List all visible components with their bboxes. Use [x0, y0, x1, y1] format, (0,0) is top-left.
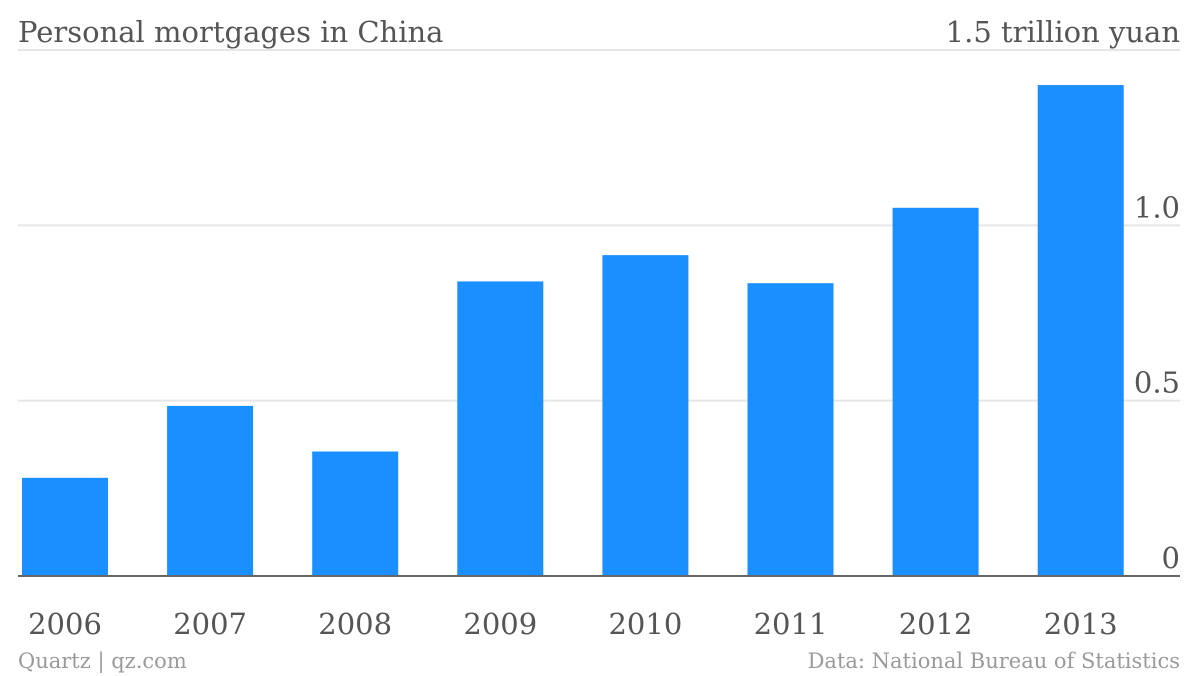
source-left: Quartz | qz.com — [18, 649, 187, 674]
bar-2012 — [892, 207, 979, 577]
bar-2010 — [602, 255, 689, 576]
y-tick-label: 0 — [1162, 541, 1180, 575]
bar-2007 — [167, 405, 254, 576]
bar-2011 — [747, 283, 834, 576]
x-tick-label-2006: 2006 — [28, 607, 102, 641]
x-tick-label-2008: 2008 — [318, 607, 392, 641]
bar-2006 — [22, 477, 108, 576]
y-axis-top-label: 1.5 trillion yuan — [946, 15, 1180, 49]
x-tick-label-2012: 2012 — [899, 607, 973, 641]
bar-2008 — [312, 451, 399, 576]
gridlines — [18, 49, 1180, 402]
x-tick-label-2010: 2010 — [608, 607, 682, 641]
x-tick-label-2009: 2009 — [463, 607, 537, 641]
source-right: Data: National Bureau of Statistics — [808, 649, 1180, 673]
y-tick-label: 0.5 — [1134, 366, 1180, 400]
bar-2013 — [1037, 85, 1124, 577]
y-tick-label: 1.0 — [1134, 190, 1180, 224]
x-tick-label-2013: 2013 — [1044, 607, 1118, 641]
x-tick-label-2007: 2007 — [173, 607, 247, 641]
x-axis-tick-labels: 2006 2007 2008 2009 2010 2011 2012 2013 — [28, 607, 1118, 641]
bars — [22, 85, 1124, 577]
y-axis-tick-labels: 0 0.5 1.0 — [1134, 190, 1180, 575]
bar-2009 — [457, 281, 544, 576]
chart-title: Personal mortgages in China — [18, 15, 443, 49]
x-tick-label-2011: 2011 — [754, 607, 828, 641]
